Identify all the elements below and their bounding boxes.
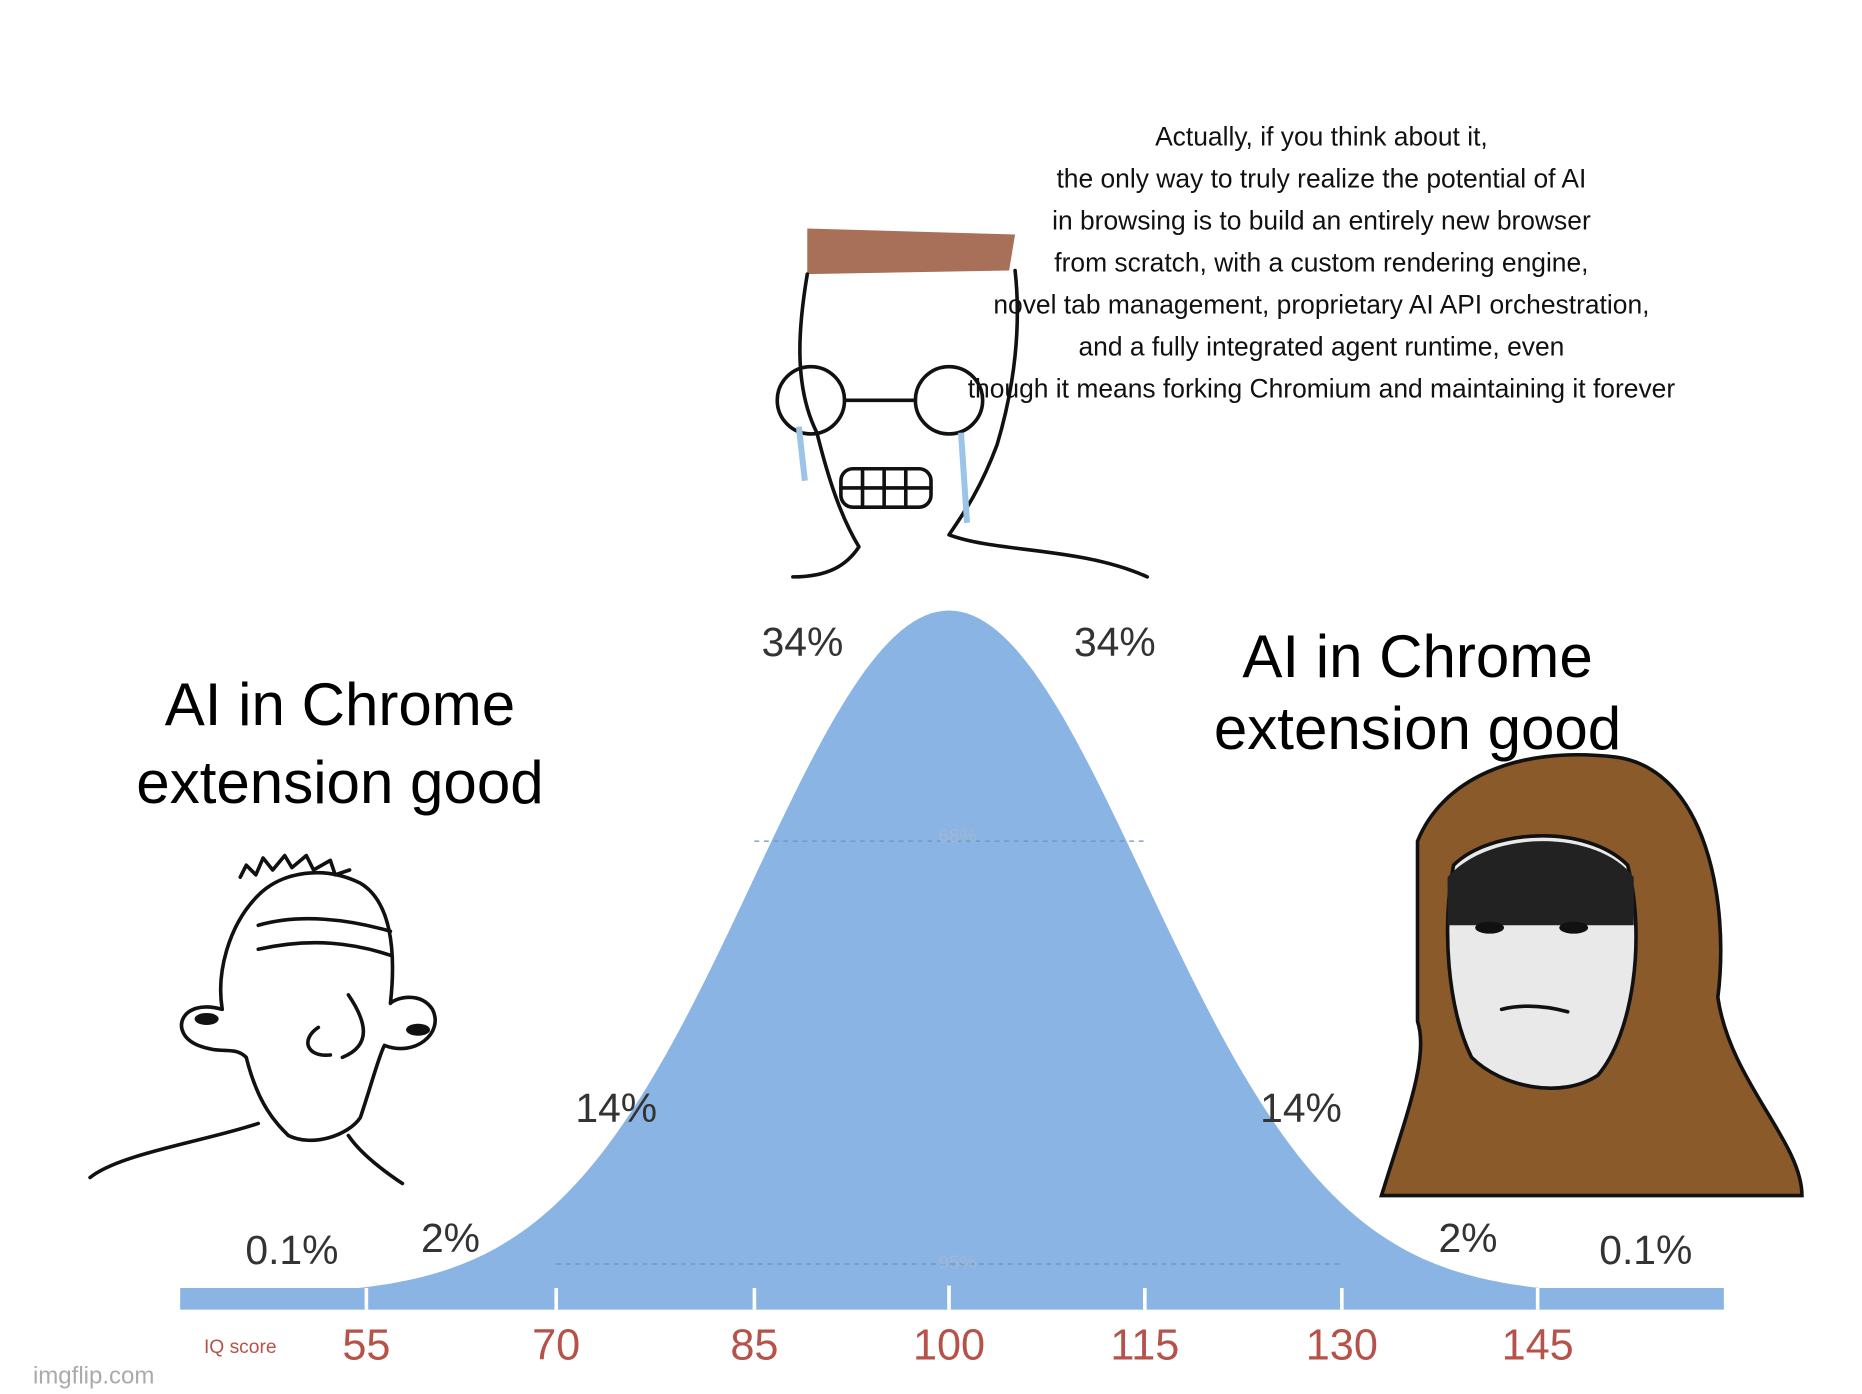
caption-line: the only way to truly realize the potent…	[1056, 163, 1586, 193]
curve-area	[180, 610, 1724, 1296]
axis-label: IQ score	[204, 1337, 277, 1358]
caption-line: in browsing is to build an entirely new …	[1052, 205, 1591, 235]
percent-label: 0.1%	[245, 1227, 338, 1273]
caption-line: extension good	[1214, 695, 1621, 762]
hair	[807, 228, 1016, 275]
caption-line: and a fully integrated agent runtime, ev…	[1078, 332, 1564, 362]
caption-line: extension good	[136, 749, 543, 816]
left-character	[88, 853, 437, 1186]
percent-label: 14%	[575, 1085, 657, 1131]
watermark: imgflip.com	[33, 1362, 154, 1389]
tears	[795, 426, 971, 524]
eye	[1559, 921, 1589, 934]
center-caption: Actually, if you think about it, the only…	[968, 121, 1676, 403]
percent-label: 34%	[762, 619, 844, 665]
caption-line: from scratch, with a custom rendering en…	[1054, 248, 1588, 278]
eye	[194, 1012, 219, 1025]
iq-score: 85	[730, 1322, 778, 1370]
percent-label: 2%	[421, 1215, 480, 1261]
center-character	[775, 228, 1150, 579]
right-character	[1379, 752, 1804, 1198]
iq-score: 130	[1306, 1322, 1378, 1370]
caption-line: novel tab management, proprietary AI API…	[993, 290, 1649, 320]
base-bar	[180, 1288, 1724, 1310]
eye	[1475, 921, 1505, 934]
iq-score: 70	[532, 1322, 580, 1370]
iq-score: 115	[1110, 1322, 1179, 1370]
percent-label: 0.1%	[1599, 1227, 1692, 1273]
percent-label: 34%	[1074, 619, 1156, 665]
iq-score: 145	[1502, 1322, 1574, 1370]
eye	[406, 1023, 431, 1036]
right-caption: AI in Chrome extension good	[1214, 623, 1621, 762]
percent-label: 2%	[1438, 1215, 1497, 1261]
caption-line: though it means forking Chromium and mai…	[968, 374, 1676, 404]
caption-line: Actually, if you think about it,	[1155, 121, 1488, 151]
band-label: 68%	[938, 827, 976, 848]
bangs	[1447, 841, 1634, 926]
left-caption: AI in Chrome extension good	[136, 671, 543, 816]
band-label: 95%	[938, 1253, 976, 1274]
caption-line: AI in Chrome	[165, 671, 515, 738]
caption-line: AI in Chrome	[1242, 623, 1592, 690]
percent-label: 14%	[1260, 1085, 1342, 1131]
iq-score: 55	[342, 1322, 390, 1370]
iq-score: 100	[913, 1322, 985, 1370]
bell-curve	[180, 610, 1724, 1310]
